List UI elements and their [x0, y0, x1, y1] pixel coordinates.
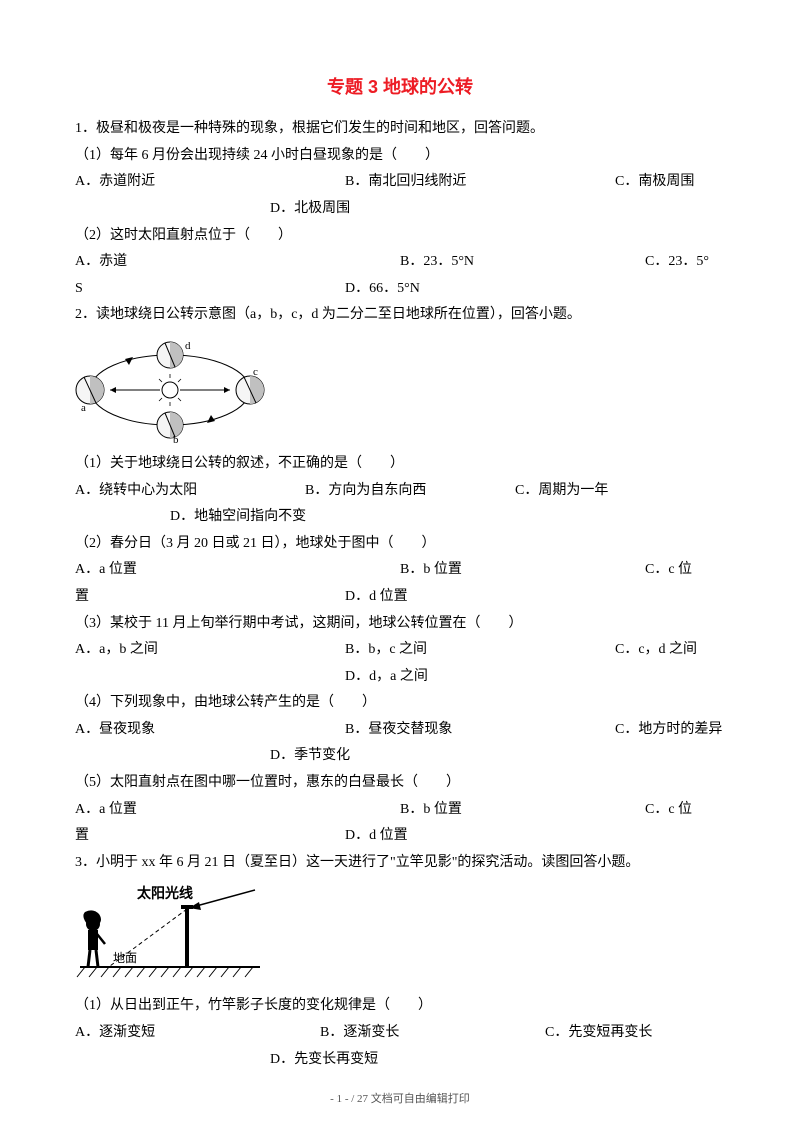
- q2-1-opt-a: A．绕转中心为太阳: [75, 478, 305, 505]
- q1-1-opt-c: C．南极周围: [615, 169, 694, 196]
- q2-3-opt-c: C．c，d 之间: [615, 637, 697, 664]
- globe-a: [76, 376, 104, 404]
- q2-1-opt-d: D．地轴空间指向不变: [75, 504, 725, 531]
- q2-5-opt-d: D．d 位置: [345, 823, 408, 850]
- globe-b: [157, 412, 183, 438]
- q1-1-opt-d: D．北极周围: [75, 196, 725, 223]
- q2-1-stem: （1）关于地球绕日公转的叙述，不正确的是（ ）: [75, 451, 725, 478]
- q2-5-opt-c-part2: 置: [75, 823, 345, 850]
- label-c: c: [253, 366, 258, 378]
- q1-2-opt-b: B．23．5°N: [400, 249, 645, 276]
- q3-1-opt-a: A．逐渐变短: [75, 1020, 320, 1047]
- q3-shadow-diagram: 太阳光线 地面: [75, 882, 265, 987]
- q2-2-options-row2: 置 D．d 位置: [75, 584, 725, 611]
- label-d: d: [185, 340, 191, 352]
- q2-2-options-row1: A．a 位置 B．b 位置 C．c 位: [75, 557, 725, 584]
- label-b: b: [173, 434, 179, 445]
- q2-3-opt-d: D．d，a 之间: [75, 664, 725, 691]
- globe-c: [236, 376, 264, 404]
- q2-5-opt-b: B．b 位置: [400, 797, 645, 824]
- q1-2-opt-c-part2: S: [75, 276, 345, 303]
- q3-1-opt-b: B．逐渐变长: [320, 1020, 545, 1047]
- q2-5-opt-c-part1: C．c 位: [645, 797, 692, 824]
- q2-1-options-row1: A．绕转中心为太阳 B．方向为自东向西 C．周期为一年: [75, 478, 725, 505]
- q2-3-opt-b: B．b，c 之间: [345, 637, 615, 664]
- q2-4-opt-b: B．昼夜交替现象: [345, 717, 615, 744]
- q2-5-opt-a: A．a 位置: [75, 797, 400, 824]
- q3-1-stem: （1）从日出到正午，竹竿影子长度的变化规律是（ ）: [75, 993, 725, 1020]
- q1-1-options-row1: A．赤道附近 B．南北回归线附近 C．南极周围: [75, 169, 725, 196]
- q2-2-opt-c-part2: 置: [75, 584, 345, 611]
- q2-2-opt-a: A．a 位置: [75, 557, 400, 584]
- q3-1-options-row1: A．逐渐变短 B．逐渐变长 C．先变短再变长: [75, 1020, 725, 1047]
- q2-1-opt-b: B．方向为自东向西: [305, 478, 515, 505]
- page-title: 专题 3 地球的公转: [75, 70, 725, 104]
- page-footer: - 1 - / 27 文档可自由编辑打印: [0, 1089, 800, 1110]
- q2-2-opt-c-part1: C．c 位: [645, 557, 692, 584]
- q1-2-opt-d: D．66．5°N: [345, 276, 420, 303]
- q2-4-opt-c: C．地方时的差异: [615, 717, 722, 744]
- label-ground: 地面: [113, 951, 137, 965]
- q2-2-stem: （2）春分日（3 月 20 日或 21 日），地球处于图中（ ）: [75, 531, 725, 558]
- label-a: a: [81, 402, 86, 414]
- q2-4-stem: （4）下列现象中，由地球公转产生的是（ ）: [75, 690, 725, 717]
- q1-1-opt-a: A．赤道附近: [75, 169, 345, 196]
- q1-2-options-row2: S D．66．5°N: [75, 276, 725, 303]
- q1-2-options-row1: A．赤道 B．23．5°N C．23．5°: [75, 249, 725, 276]
- q2-5-stem: （5）太阳直射点在图中哪一位置时，惠东的白昼最长（ ）: [75, 770, 725, 797]
- label-sunlight: 太阳光线: [137, 885, 193, 902]
- q2-4-opt-d: D．季节变化: [75, 743, 725, 770]
- q2-3-options-row1: A．a，b 之间 B．b，c 之间 C．c，d 之间: [75, 637, 725, 664]
- q1-stem: 1．极昼和极夜是一种特殊的现象，根据它们发生的时间和地区，回答问题。: [75, 116, 725, 143]
- q1-1-opt-b: B．南北回归线附近: [345, 169, 615, 196]
- q2-2-opt-b: B．b 位置: [400, 557, 645, 584]
- q2-4-options-row1: A．昼夜现象 B．昼夜交替现象 C．地方时的差异: [75, 717, 725, 744]
- q2-3-stem: （3）某校于 11 月上旬举行期中考试，这期间，地球公转位置在（ ）: [75, 611, 725, 638]
- q2-3-opt-a: A．a，b 之间: [75, 637, 345, 664]
- q2-stem: 2．读地球绕日公转示意图（a，b，c，d 为二分二至日地球所在位置），回答小题。: [75, 302, 725, 329]
- q1-1-stem: （1）每年 6 月份会出现持续 24 小时白昼现象的是（ ）: [75, 143, 725, 170]
- q3-stem: 3．小明于 xx 年 6 月 21 日（夏至日）这一天进行了"立竿见影"的探究活…: [75, 850, 725, 877]
- q1-2-stem: （2）这时太阳直射点位于（ ）: [75, 223, 725, 250]
- q2-orbit-diagram: a b c d: [75, 335, 265, 445]
- q2-5-options-row1: A．a 位置 B．b 位置 C．c 位: [75, 797, 725, 824]
- q2-2-opt-d: D．d 位置: [345, 584, 408, 611]
- q2-1-opt-c: C．周期为一年: [515, 478, 608, 505]
- q1-2-opt-c-part1: C．23．5°: [645, 249, 709, 276]
- q3-1-opt-d: D．先变长再变短: [75, 1047, 725, 1074]
- q2-4-opt-a: A．昼夜现象: [75, 717, 345, 744]
- q1-2-opt-a: A．赤道: [75, 249, 400, 276]
- globe-d: [157, 342, 183, 368]
- q3-1-opt-c: C．先变短再变长: [545, 1020, 652, 1047]
- q2-5-options-row2: 置 D．d 位置: [75, 823, 725, 850]
